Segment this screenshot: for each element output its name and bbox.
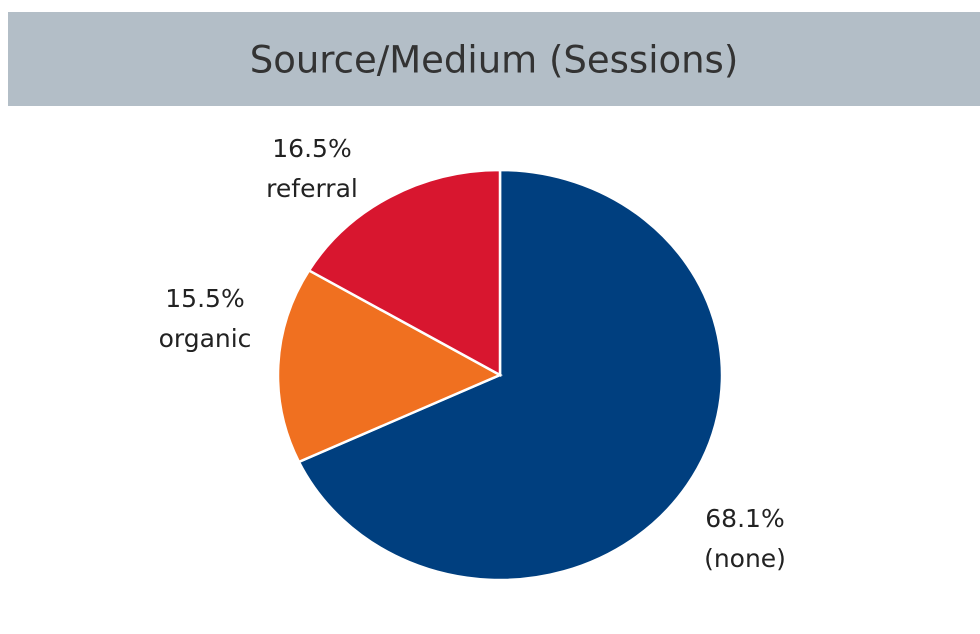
slice-value-label: 15.5%	[165, 284, 244, 313]
chart-title: Source/Medium (Sessions)	[250, 39, 739, 82]
slice-category-label: (none)	[704, 544, 786, 573]
slice-value-label: 68.1%	[705, 504, 784, 533]
pie-slice	[276, 268, 503, 464]
pie-slice	[307, 168, 502, 378]
pie-slice	[297, 168, 724, 582]
slice-category-label: organic	[159, 324, 252, 353]
title-bar	[8, 12, 980, 106]
slice-category-label: referral	[266, 174, 358, 203]
slice-value-label: 16.5%	[272, 134, 351, 163]
